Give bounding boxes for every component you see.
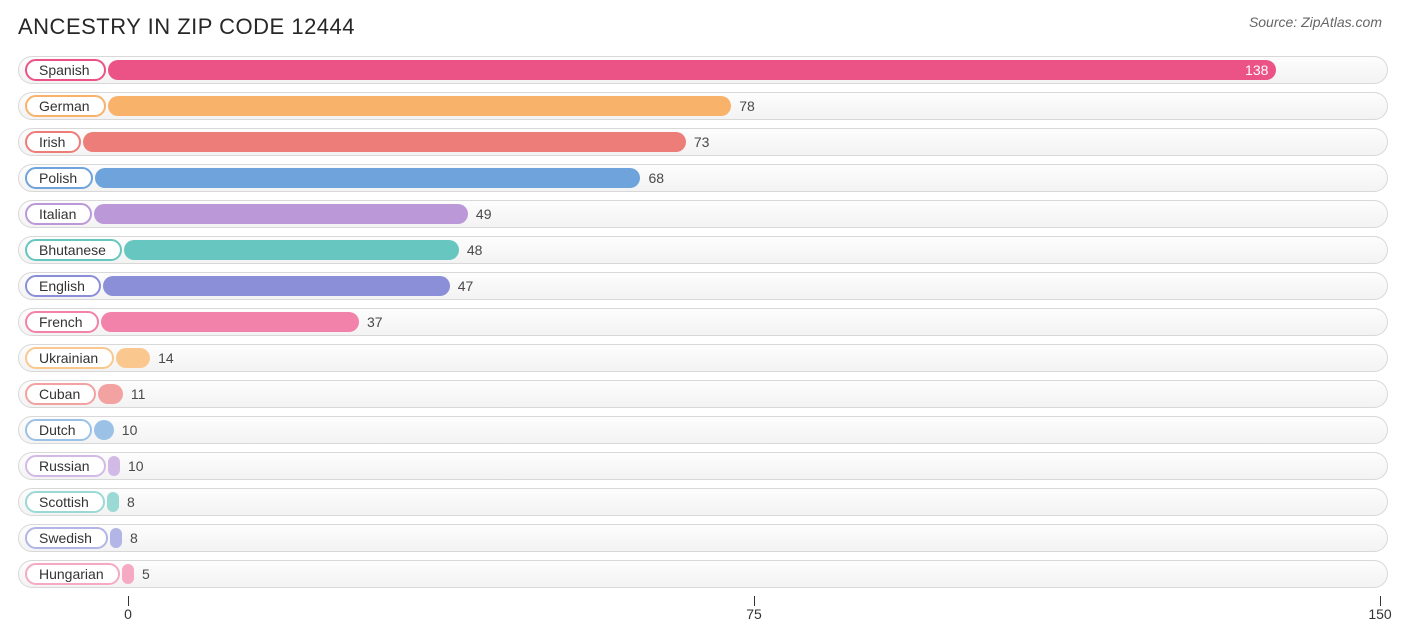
bar-row: English 47	[18, 272, 1388, 300]
bar-value: 10	[128, 458, 144, 474]
bar-fill	[108, 456, 120, 476]
bar-fill	[83, 132, 686, 152]
bar-value: 8	[127, 494, 135, 510]
bar-row: Ukrainian 14	[18, 344, 1388, 372]
category-pill: Russian	[25, 455, 106, 477]
bar-track	[23, 420, 1383, 440]
bar-row: Irish 73	[18, 128, 1388, 156]
bar-value: 8	[130, 530, 138, 546]
category-pill: Spanish	[25, 59, 106, 81]
bar-row: Dutch 10	[18, 416, 1388, 444]
category-pill: Italian	[25, 203, 92, 225]
chart-source: Source: ZipAtlas.com	[1249, 14, 1388, 30]
bar-fill	[122, 564, 134, 584]
chart-plot: Spanish 138 German 78 Irish 73 Polish 68 Italian…	[18, 56, 1388, 588]
bar-row: Polish 68	[18, 164, 1388, 192]
category-pill: German	[25, 95, 106, 117]
category-pill: Irish	[25, 131, 81, 153]
bar-track	[23, 276, 1383, 296]
bar-row: French 37	[18, 308, 1388, 336]
bar-fill	[108, 96, 731, 116]
x-tick-label: 75	[746, 606, 762, 622]
bar-track	[23, 60, 1383, 80]
bar-row: Swedish 8	[18, 524, 1388, 552]
bar-value: 68	[648, 170, 664, 186]
category-pill: Scottish	[25, 491, 105, 513]
bar-track	[23, 168, 1383, 188]
bar-track	[23, 384, 1383, 404]
bar-value: 11	[131, 386, 146, 402]
x-tick	[754, 596, 755, 606]
bar-fill	[94, 420, 114, 440]
bar-row: German 78	[18, 92, 1388, 120]
bar-track	[23, 456, 1383, 476]
x-axis: 0 75 150	[18, 596, 1388, 624]
category-pill: Dutch	[25, 419, 92, 441]
bar-row: Bhutanese 48	[18, 236, 1388, 264]
bar-value: 49	[476, 206, 492, 222]
bar-fill	[94, 204, 468, 224]
bar-fill	[116, 348, 150, 368]
bar-fill	[103, 276, 450, 296]
bar-fill	[124, 240, 459, 260]
bar-value: 37	[367, 314, 383, 330]
category-pill: Hungarian	[25, 563, 120, 585]
bar-track	[23, 240, 1383, 260]
bar-track	[23, 348, 1383, 368]
bar-value: 78	[739, 98, 755, 114]
bar-track	[23, 204, 1383, 224]
bar-fill	[95, 168, 640, 188]
bar-fill	[98, 384, 123, 404]
bar-row: Italian 49	[18, 200, 1388, 228]
x-tick	[128, 596, 129, 606]
bar-track	[23, 528, 1383, 548]
category-pill: Polish	[25, 167, 93, 189]
bar-value: 47	[458, 278, 474, 294]
category-pill: Cuban	[25, 383, 96, 405]
bar-track	[23, 492, 1383, 512]
bar-row: Hungarian 5	[18, 560, 1388, 588]
bar-row: Russian 10	[18, 452, 1388, 480]
category-pill: Swedish	[25, 527, 108, 549]
category-pill: English	[25, 275, 101, 297]
category-pill: Ukrainian	[25, 347, 114, 369]
chart-title: ANCESTRY IN ZIP CODE 12444	[18, 14, 355, 40]
x-tick	[1380, 596, 1381, 606]
bar-fill	[108, 60, 1276, 80]
category-pill: Bhutanese	[25, 239, 122, 261]
bar-fill	[110, 528, 122, 548]
category-pill: French	[25, 311, 99, 333]
bar-value: 48	[467, 242, 483, 258]
bar-track	[23, 96, 1383, 116]
bar-row: Cuban 11	[18, 380, 1388, 408]
bar-row: Spanish 138	[18, 56, 1388, 84]
chart-area: Spanish 138 German 78 Irish 73 Polish 68 Italian…	[18, 56, 1388, 624]
bar-track	[23, 312, 1383, 332]
bar-value: 14	[158, 350, 174, 366]
bar-fill	[101, 312, 359, 332]
bar-value: 73	[694, 134, 710, 150]
bar-fill	[107, 492, 119, 512]
bar-value: 138	[1245, 62, 1268, 78]
x-tick-label: 0	[124, 606, 132, 622]
x-tick-label: 150	[1368, 606, 1391, 622]
bar-track	[23, 564, 1383, 584]
bar-row: Scottish 8	[18, 488, 1388, 516]
bar-value: 5	[142, 566, 150, 582]
bar-value: 10	[122, 422, 138, 438]
